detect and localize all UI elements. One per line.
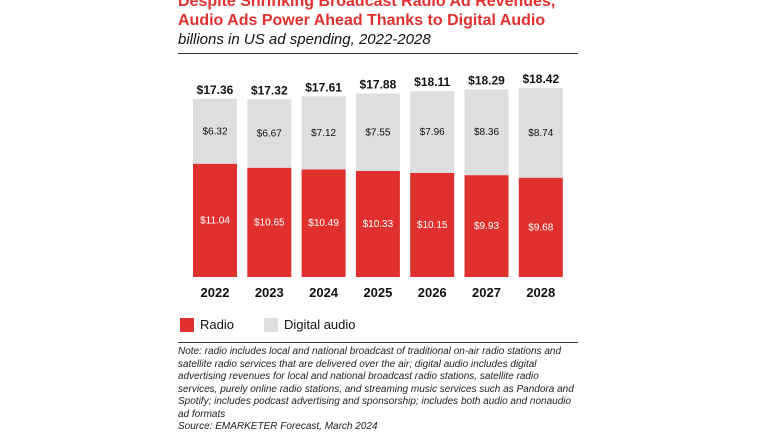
top-divider [178,53,578,54]
legend-item-digital-audio: Digital audio [263,317,356,332]
bar-radio-2026 [410,172,455,277]
chart-title: Despite Shrinking Broadcast Radio Ad Rev… [178,0,598,30]
label-radio-2026: $10.15 [417,220,448,231]
bar-digital-audio-2026 [410,91,455,173]
label-radio-2023: $10.65 [254,217,285,228]
label-digital-audio-2025: $7.55 [365,127,390,138]
chart-title-line-2: Audio Ads Power Ahead Thanks to Digital … [178,12,546,29]
label-digital-audio-2026: $7.96 [420,127,445,138]
legend-swatch-digital-audio [263,317,278,332]
x-tick-2026: 2026 [418,285,447,300]
label-total-2024: $17.61 [305,80,342,94]
bar-radio-2028 [518,177,563,277]
bar-radio-2025 [355,171,400,277]
label-radio-2027: $9.93 [474,221,499,232]
bar-digital-audio-2024 [301,96,346,170]
label-total-2022: $17.36 [197,83,234,97]
x-tick-2027: 2027 [472,285,501,300]
label-radio-2024: $10.49 [308,218,339,229]
chart-note: Note: radio includes local and national … [178,346,576,434]
x-tick-2028: 2028 [526,285,555,300]
label-total-2025: $17.88 [360,78,397,92]
label-digital-audio-2024: $7.12 [311,128,336,139]
x-tick-2025: 2025 [363,285,392,300]
label-radio-2022: $11.04 [200,215,230,226]
legend-item-radio: Radio [180,317,234,332]
label-total-2026: $18.11 [414,75,450,89]
bar-radio-2027 [464,175,509,277]
bar-digital-audio-2023 [247,99,292,168]
label-digital-audio-2022: $6.32 [202,126,227,137]
x-tick-2023: 2023 [255,285,284,300]
label-total-2023: $17.32 [251,83,288,97]
note-divider [178,342,578,343]
label-digital-audio-2023: $6.67 [257,129,282,140]
label-digital-audio-2027: $8.36 [474,127,499,138]
label-total-2027: $18.29 [468,73,505,87]
label-digital-audio-2028: $8.74 [528,128,553,139]
bar-digital-audio-2028 [518,88,563,178]
chart-title-line-1: Despite Shrinking Broadcast Radio Ad Rev… [178,0,556,10]
label-radio-2025: $10.33 [363,219,394,230]
bar-digital-audio-2027 [464,89,509,176]
legend-label-digital-audio: Digital audio [283,317,356,332]
legend: Radio Digital audio [180,317,378,332]
x-tick-2022: 2022 [201,285,230,300]
note-text: Note: radio includes local and national … [178,346,574,420]
legend-swatch-radio [180,317,194,332]
bar-radio-2022 [193,163,237,277]
bar-digital-audio-2025 [355,93,400,172]
chart-subtitle: billions in US ad spending, 2022-2028 [178,31,431,48]
bar-radio-2024 [301,169,346,277]
bar-radio-2023 [247,167,292,277]
bar-digital-audio-2022 [193,98,237,164]
legend-label-radio: Radio [200,317,234,332]
x-tick-2024: 2024 [309,285,339,300]
label-total-2028: $18.42 [522,72,559,86]
source-text: Source: EMARKETER Forecast, March 2024 [178,421,378,432]
label-radio-2028: $9.68 [528,222,553,233]
